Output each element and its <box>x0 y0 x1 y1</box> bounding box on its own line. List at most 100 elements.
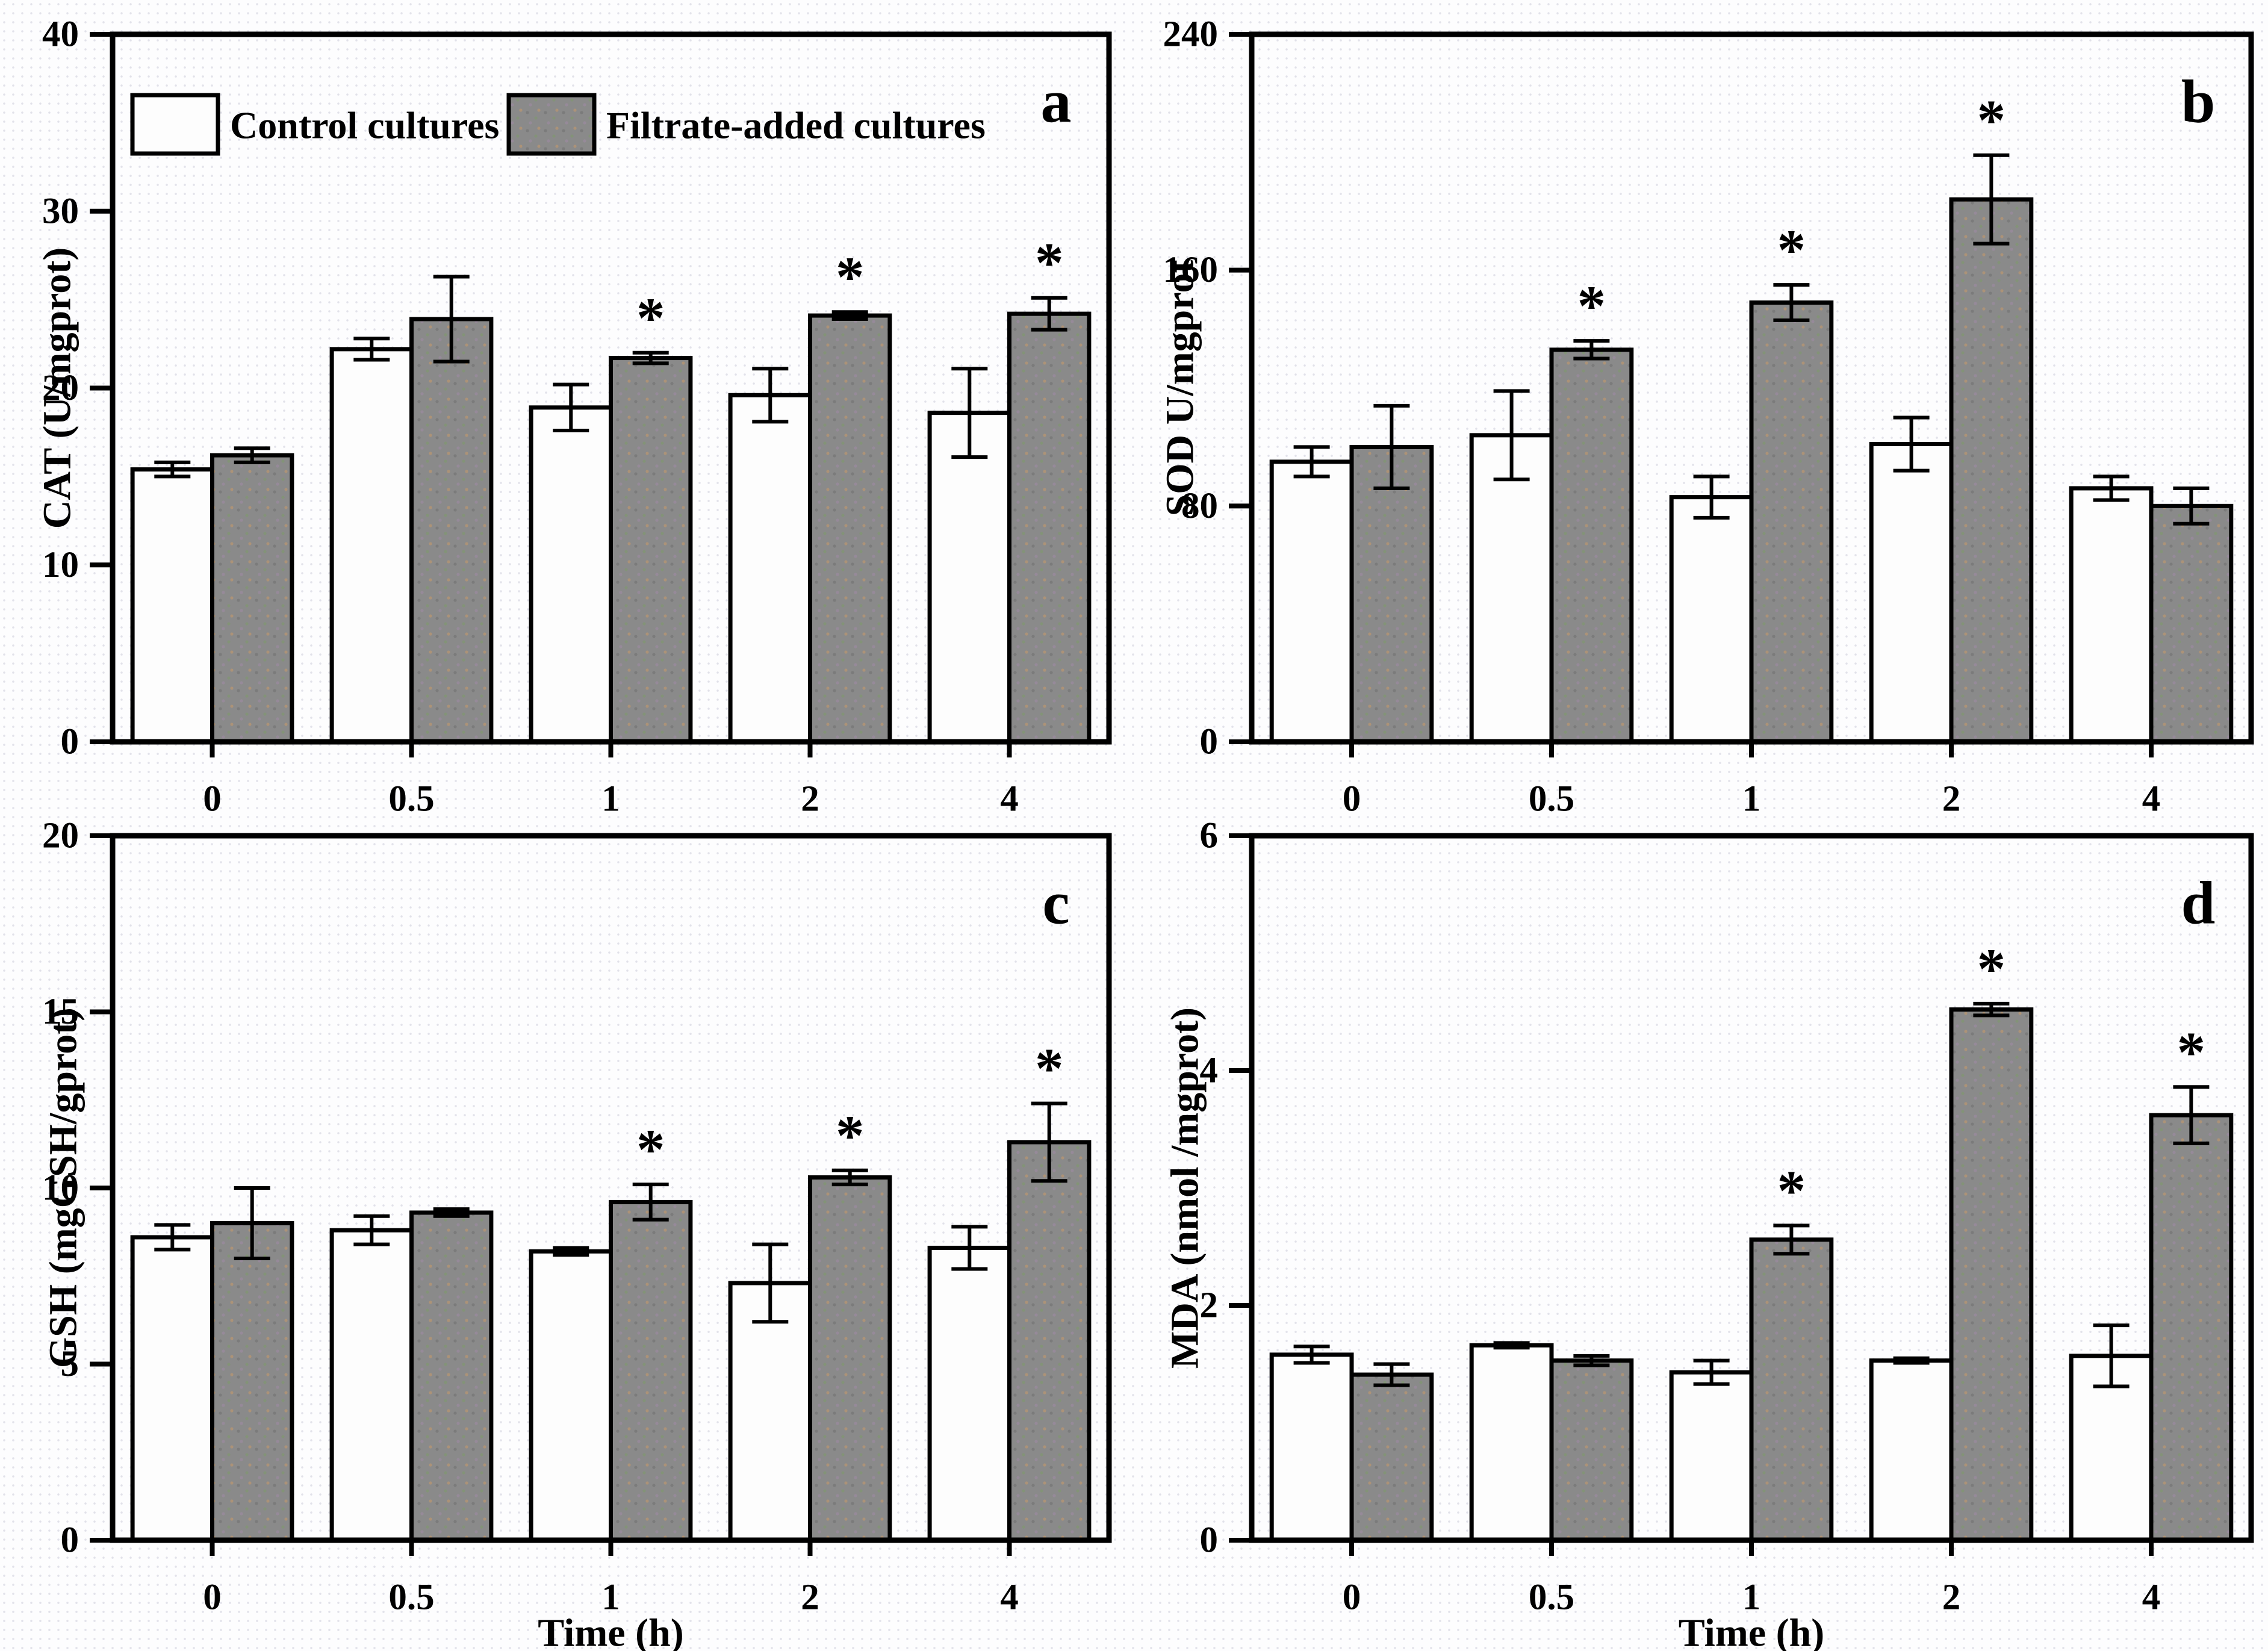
error-bar-c-control-0.5 <box>353 1214 390 1246</box>
panel-letter-a: a <box>1041 68 1072 136</box>
error-bar-b-filtrate-0 <box>1373 403 1410 490</box>
y-tick-label: 0 <box>61 722 79 762</box>
bar-b-control-0 <box>1269 459 1354 744</box>
error-bar-d-filtrate-0 <box>1373 1362 1410 1387</box>
bar-b-control-0.5 <box>1469 433 1554 744</box>
error-bar-d-control-0 <box>1293 1345 1330 1365</box>
error-bar-b-filtrate-2 <box>1973 153 2010 246</box>
y-axis-title: CAT (U/mgprot) <box>36 247 79 529</box>
y-tick-label: 4 <box>1200 1051 1219 1091</box>
x-tick-label: 0.5 <box>388 1577 434 1617</box>
y-axis-title: MDA (nmol /mgprot) <box>1163 1007 1207 1369</box>
error-bar-d-filtrate-1 <box>1773 1223 1810 1256</box>
bar-c-filtrate-1 <box>609 1199 693 1543</box>
error-bar-a-filtrate-1 <box>632 350 669 365</box>
bar-d-control-1 <box>1669 1370 1754 1543</box>
significance-star: * <box>1977 89 2006 152</box>
x-tick-label: 2 <box>1942 1577 1961 1617</box>
y-tick-label: 160 <box>1163 250 1219 290</box>
bar-b-filtrate-0.5 <box>1549 347 1634 744</box>
x-tick-label: 1 <box>1742 1577 1761 1617</box>
significance-star: * <box>1035 231 1064 295</box>
y-tick-label: 0 <box>1200 1520 1219 1561</box>
bar-a-control-0 <box>130 467 214 744</box>
bar-a-filtrate-2 <box>808 313 892 744</box>
x-tick-label: 4 <box>2142 779 2161 819</box>
bar-b-control-2 <box>1869 442 1954 744</box>
bar-a-filtrate-4 <box>1007 311 1092 744</box>
bar-d-filtrate-4 <box>2149 1113 2234 1543</box>
x-tick-label: 0.5 <box>1529 1577 1574 1617</box>
bar-c-control-1 <box>529 1249 613 1543</box>
bar-d-control-2 <box>1869 1358 1954 1543</box>
panel-letter-d: d <box>2181 869 2216 937</box>
bar-b-filtrate-2 <box>1949 197 2034 744</box>
legend: Control cultures Filtrate-added cultures <box>130 93 986 156</box>
error-bar-d-control-4 <box>2093 1323 2130 1388</box>
y-tick-label: 80 <box>1181 486 1218 526</box>
y-tick-label: 20 <box>42 816 79 856</box>
error-bar-b-control-1 <box>1693 474 1730 520</box>
error-bar-d-control-2 <box>1893 1356 1930 1365</box>
bar-a-filtrate-0 <box>210 453 294 744</box>
x-tick-label: 2 <box>1942 779 1961 819</box>
bar-a-control-0.5 <box>329 347 414 744</box>
x-tick-label: 0 <box>203 779 222 819</box>
bar-d-control-0.5 <box>1469 1343 1554 1543</box>
y-tick-label: 0 <box>61 1520 79 1561</box>
error-bar-c-control-4 <box>951 1225 988 1271</box>
y-tick-label: 6 <box>1200 816 1219 856</box>
y-tick-label: 0 <box>1200 722 1219 762</box>
significance-star: * <box>1577 274 1606 338</box>
x-axis-title: Time (h) <box>1679 1611 1825 1651</box>
legend-label-filtrate: Filtrate-added cultures <box>606 104 986 147</box>
significance-star: * <box>636 1118 665 1181</box>
y-axis-title: SOD U/mgprot <box>1158 260 1202 517</box>
y-tick-label: 20 <box>42 368 79 408</box>
error-bar-c-filtrate-4 <box>1031 1101 1067 1183</box>
y-tick-label: 10 <box>42 1168 79 1208</box>
panel-d: 0 0.5 * 1 * 2 * 4 0 2 4 6 MDA (nmol /mgprot) Time (h)… <box>1163 816 2254 1651</box>
error-bar-d-filtrate-2 <box>1973 1001 2010 1018</box>
bar-a-filtrate-1 <box>609 356 693 744</box>
bar-a-control-4 <box>927 411 1011 744</box>
error-bar-b-control-4 <box>2093 474 2130 502</box>
bar-c-control-4 <box>927 1245 1011 1543</box>
plot-frame <box>1249 833 2254 1543</box>
y-tick-label: 240 <box>1163 14 1219 55</box>
x-tick-label: 0 <box>1343 779 1361 819</box>
bar-d-filtrate-1 <box>1749 1237 1834 1543</box>
legend-label-control: Control cultures <box>230 104 499 147</box>
error-bar-b-control-0.5 <box>1493 389 1530 482</box>
x-tick-label: 1 <box>601 779 620 819</box>
x-tick-label: 0 <box>1343 1577 1361 1617</box>
bar-d-filtrate-0.5 <box>1549 1358 1634 1543</box>
error-bar-d-filtrate-0.5 <box>1573 1354 1610 1367</box>
error-bar-a-filtrate-4 <box>1031 296 1067 332</box>
error-bar-a-filtrate-2 <box>831 310 868 321</box>
bar-c-filtrate-4 <box>1007 1140 1092 1543</box>
y-tick-label: 40 <box>42 14 79 55</box>
error-bar-a-filtrate-0 <box>234 446 270 464</box>
error-bar-b-control-2 <box>1893 415 1930 473</box>
significance-star: * <box>636 286 665 350</box>
error-bar-b-filtrate-0.5 <box>1573 339 1610 361</box>
y-tick-label: 30 <box>42 191 79 231</box>
significance-star: * <box>1977 937 2006 1001</box>
y-tick-label: 10 <box>42 545 79 585</box>
x-tick-label: 2 <box>801 779 819 819</box>
error-bar-a-control-4 <box>951 367 988 459</box>
bar-d-filtrate-0 <box>1349 1372 1434 1543</box>
bar-b-control-1 <box>1669 495 1754 744</box>
bar-a-filtrate-0.5 <box>409 317 494 744</box>
bar-d-control-0 <box>1269 1352 1354 1543</box>
error-bar-c-filtrate-2 <box>831 1168 868 1187</box>
error-bar-b-control-0 <box>1293 445 1330 479</box>
error-bar-d-control-1 <box>1693 1358 1730 1386</box>
error-bar-a-filtrate-0.5 <box>433 275 470 364</box>
error-bar-a-control-2 <box>752 367 789 424</box>
x-tick-label: 4 <box>1000 1577 1019 1617</box>
y-axis-title: GSH (mgGSH/gprot) <box>42 1008 85 1368</box>
